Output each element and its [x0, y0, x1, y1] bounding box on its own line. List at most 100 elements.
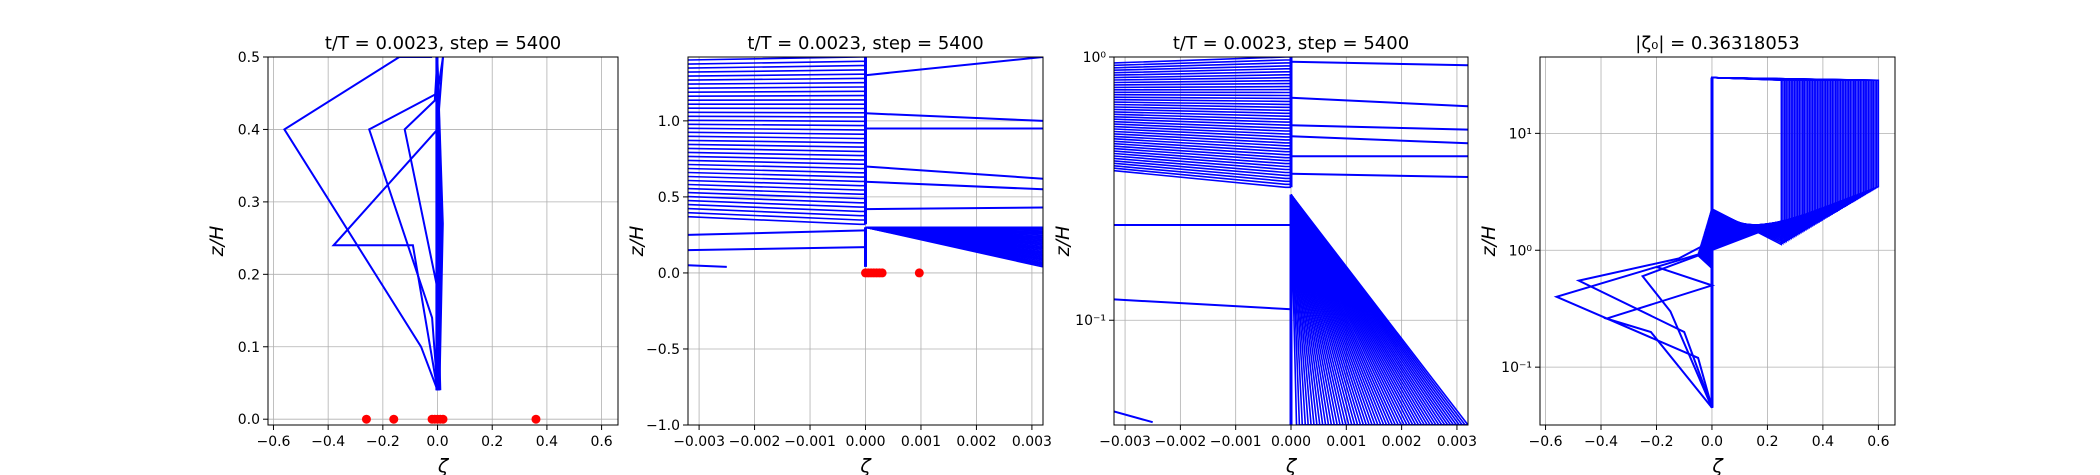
- series-line: [1114, 140, 1291, 153]
- y-tick-label: 10⁻¹: [1075, 313, 1106, 329]
- series-line: [1290, 194, 1468, 425]
- x-tick-label: 0.2: [1756, 434, 1778, 450]
- series-line: [1114, 157, 1291, 174]
- series-line: [1114, 74, 1291, 79]
- series-line: [1114, 410, 1153, 424]
- series-line: [1114, 169, 1291, 189]
- series-line: [1290, 194, 1468, 425]
- series-line: [1290, 194, 1468, 425]
- series-line: [1114, 79, 1291, 84]
- y-tick-label: 10⁰: [1083, 50, 1107, 66]
- chart-title: t/T = 0.0023, step = 5400: [747, 33, 983, 54]
- series-line: [1114, 103, 1291, 109]
- series-line: [1290, 194, 1468, 425]
- series-line: [1114, 167, 1291, 186]
- y-tick-label: 0.4: [238, 122, 260, 138]
- series-line: [1290, 194, 1468, 425]
- series-line: [688, 211, 866, 221]
- series-line: [1114, 298, 1292, 311]
- series-line: [1114, 165, 1291, 183]
- series-line: [1290, 194, 1468, 425]
- series-line: [688, 127, 866, 131]
- series-line: [1290, 194, 1468, 425]
- series-line: [1290, 194, 1468, 425]
- series-line: [1290, 194, 1468, 425]
- series-line: [1290, 194, 1468, 425]
- x-axis-label: ζ: [437, 455, 450, 475]
- y-tick-label: 0.0: [238, 412, 260, 428]
- series-line: [1114, 160, 1291, 177]
- series-line: [1290, 194, 1468, 425]
- x-axis-label: ζ: [1285, 455, 1298, 475]
- y-tick-label: 10⁰: [1509, 243, 1533, 259]
- x-tick-label: 0.4: [536, 434, 558, 450]
- ticks: [1109, 56, 1458, 430]
- y-tick-label: 0.0: [658, 266, 680, 282]
- series-line: [1290, 194, 1468, 425]
- series-line: [688, 90, 866, 93]
- series-line: [1290, 194, 1468, 425]
- series-line: [1290, 194, 1468, 425]
- series-line: [1290, 194, 1468, 425]
- series-line: [1114, 82, 1291, 86]
- series-line: [1290, 194, 1468, 425]
- y-axis-label: z/H: [1478, 226, 1500, 258]
- series-line: [367, 57, 444, 391]
- series-line: [1114, 152, 1291, 168]
- series-line: [1290, 60, 1468, 67]
- series-line: [688, 115, 866, 118]
- series-line: [1290, 194, 1468, 425]
- x-tick-label: 0.000: [845, 434, 885, 450]
- series-line: [688, 119, 866, 123]
- series-line: [1114, 125, 1291, 135]
- x-tick-label: 0.001: [1326, 434, 1366, 450]
- data-point: [531, 414, 541, 424]
- data-point: [361, 414, 371, 424]
- series-line: [688, 159, 866, 165]
- series-line: [688, 60, 866, 65]
- series-line: [1114, 113, 1291, 120]
- series-line: [1114, 68, 1291, 74]
- series-line: [403, 57, 442, 391]
- series-line: [1290, 194, 1468, 425]
- series-line: [688, 111, 866, 114]
- series-line: [1290, 194, 1468, 425]
- x-tick-label: −0.003: [673, 434, 725, 450]
- series-line: [688, 123, 866, 127]
- series-line: [1114, 162, 1291, 180]
- series-line: [688, 163, 866, 170]
- series-line: [1114, 101, 1291, 106]
- series-line: [1114, 138, 1291, 150]
- series-line: [1290, 96, 1468, 108]
- markers: [861, 268, 924, 278]
- x-tick-label: 0.000: [1271, 434, 1311, 450]
- x-tick-label: −0.003: [1099, 434, 1151, 450]
- y-tick-label: −1.0: [646, 418, 680, 434]
- series-line: [688, 175, 866, 183]
- series-line: [1290, 135, 1468, 145]
- series-line: [1290, 194, 1468, 425]
- x-tick-label: 0.0: [426, 434, 448, 450]
- series-line: [1290, 194, 1468, 425]
- x-tick-label: 0.6: [590, 434, 612, 450]
- x-tick-label: 0.2: [481, 434, 503, 450]
- series-line: [865, 206, 1043, 211]
- series-line: [1290, 194, 1468, 425]
- y-axis-label: z/H: [626, 226, 648, 258]
- x-tick-label: 0.002: [1382, 434, 1422, 450]
- x-tick-label: −0.002: [729, 434, 781, 450]
- series-line: [1290, 194, 1468, 425]
- x-axis-label: ζ: [1711, 455, 1724, 475]
- markers: [361, 414, 541, 424]
- series-line: [865, 180, 1043, 191]
- series-line: [688, 57, 866, 61]
- series-line: [688, 139, 866, 144]
- series-line: [1640, 236, 1713, 409]
- series-line: [1290, 194, 1468, 425]
- series-line: [688, 64, 866, 69]
- series-line: [688, 135, 866, 140]
- series-line: [688, 179, 866, 187]
- series-line: [1290, 124, 1468, 131]
- y-tick-label: 10¹: [1509, 126, 1532, 142]
- series-line: [1114, 59, 1291, 67]
